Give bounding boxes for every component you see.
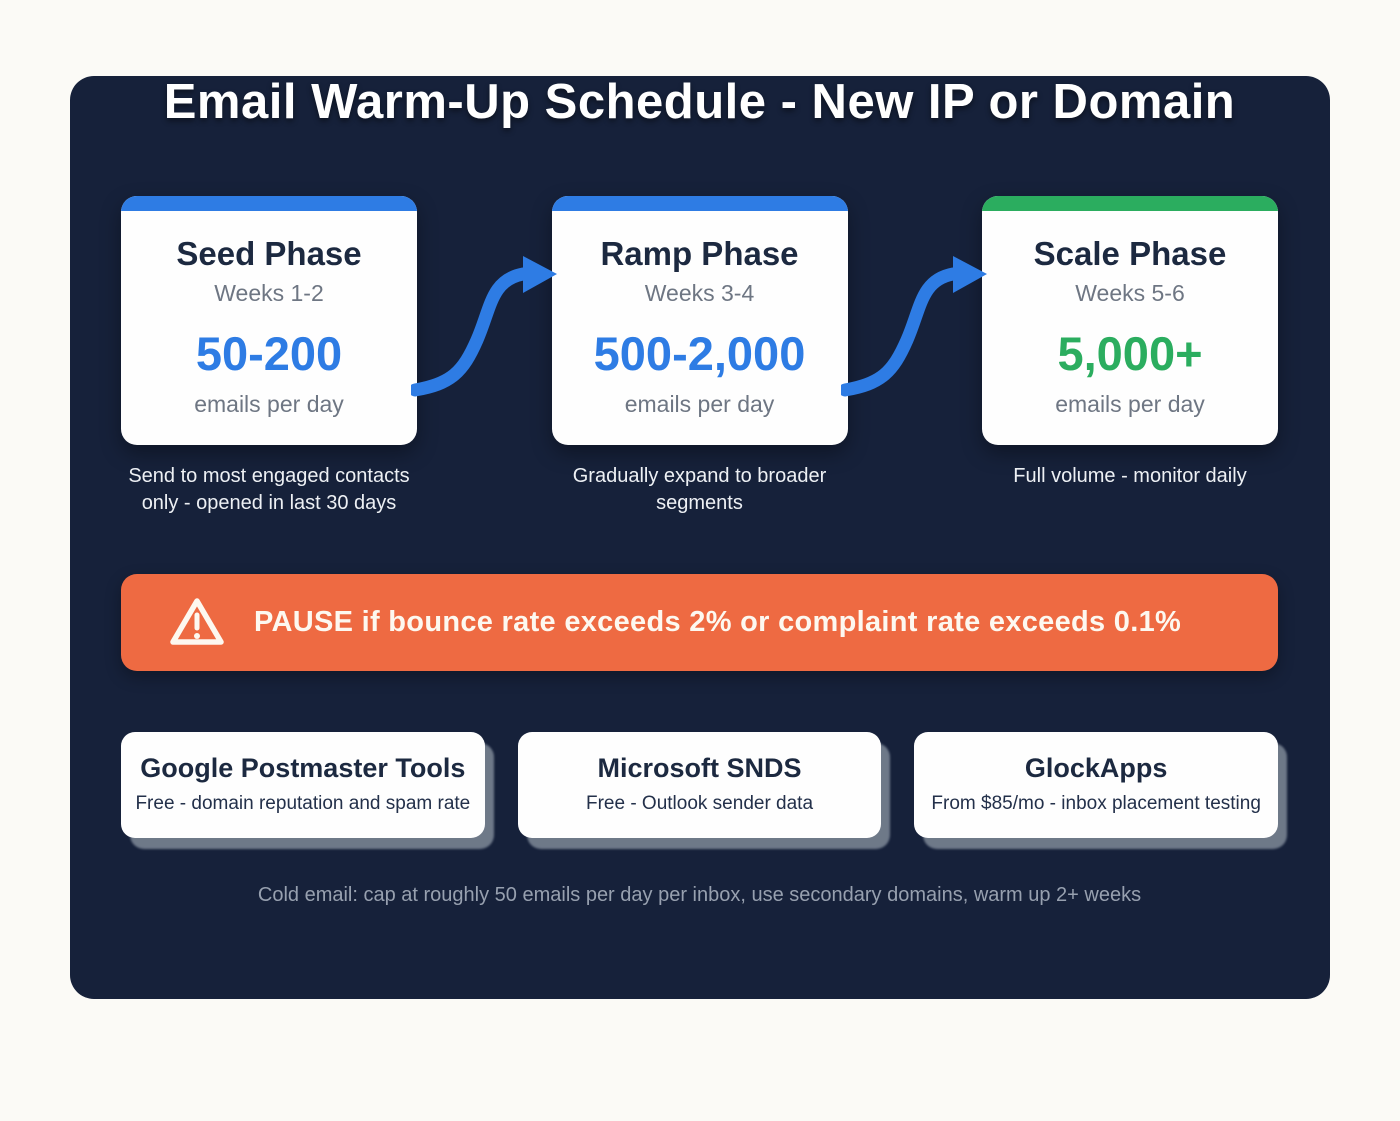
tool-description: From $85/mo - inbox placement testing [931, 792, 1261, 814]
phase-unit: emails per day [194, 390, 344, 417]
phase-card-scale: Scale Phase Weeks 5-6 5,000+ emails per … [982, 195, 1278, 445]
phase-accent-bar [982, 195, 1278, 211]
phase-weeks: Weeks 5-6 [1075, 279, 1185, 306]
phase-card-ramp: Ramp Phase Weeks 3-4 500-2,000 emails pe… [551, 195, 848, 445]
phase-column-scale: Scale Phase Weeks 5-6 5,000+ emails per … [982, 195, 1278, 517]
footer-note: Cold email: cap at roughly 50 emails per… [257, 883, 1142, 906]
phase-note: Send to most engaged contacts only - ope… [128, 464, 410, 514]
phase-volume: 50-200 [195, 326, 343, 380]
phase-column-ramp: Ramp Phase Weeks 3-4 500-2,000 emails pe… [551, 195, 848, 517]
flow-arrow-icon [841, 255, 987, 397]
phase-name: Seed Phase [176, 234, 362, 272]
phase-column-seed: Seed Phase Weeks 1-2 50-200 emails per d… [121, 195, 417, 517]
phase-name: Scale Phase [1033, 234, 1227, 272]
phase-unit: emails per day [624, 390, 775, 417]
pause-warning-banner: PAUSE if bounce rate exceeds 2% or compl… [121, 573, 1278, 671]
pause-warning-text: PAUSE if bounce rate exceeds 2% or compl… [254, 605, 1182, 638]
tool-name: Google Postmaster Tools [140, 752, 466, 783]
tool-name: Microsoft SNDS [597, 752, 802, 783]
infographic-panel: Email Warm-Up Schedule - New IP or Domai… [70, 75, 1330, 999]
phase-volume: 5,000+ [1057, 326, 1203, 380]
tool-card-google-postmaster: Google Postmaster Tools Free - domain re… [121, 731, 485, 838]
flow-arrow-icon [411, 255, 557, 397]
tool-card-glockapps: GlockApps From $85/mo - inbox placement … [914, 731, 1279, 838]
tool-card-microsoft-snds: Microsoft SNDS Free - Outlook sender dat… [517, 731, 882, 838]
tools-row: Google Postmaster Tools Free - domain re… [121, 731, 1279, 838]
phase-row: Seed Phase Weeks 1-2 50-200 emails per d… [121, 195, 1278, 517]
phase-weeks: Weeks 1-2 [214, 279, 324, 306]
phase-volume: 500-2,000 [593, 326, 806, 380]
phase-note: Full volume - monitor daily [1013, 464, 1247, 487]
phase-name: Ramp Phase [600, 234, 799, 272]
phase-note: Gradually expand to broader segments [572, 464, 827, 514]
phase-card-seed: Seed Phase Weeks 1-2 50-200 emails per d… [121, 195, 417, 445]
phase-accent-bar [551, 195, 848, 211]
tool-description: Free - domain reputation and spam rate [135, 792, 471, 814]
tool-name: GlockApps [1024, 752, 1168, 783]
phase-unit: emails per day [1055, 390, 1205, 417]
phase-weeks: Weeks 3-4 [644, 279, 755, 306]
phase-accent-bar [121, 195, 417, 211]
page-title: Email Warm-Up Schedule - New IP or Domai… [163, 75, 1236, 129]
tool-description: Free - Outlook sender data [585, 792, 814, 814]
warning-triangle-icon [170, 598, 224, 646]
